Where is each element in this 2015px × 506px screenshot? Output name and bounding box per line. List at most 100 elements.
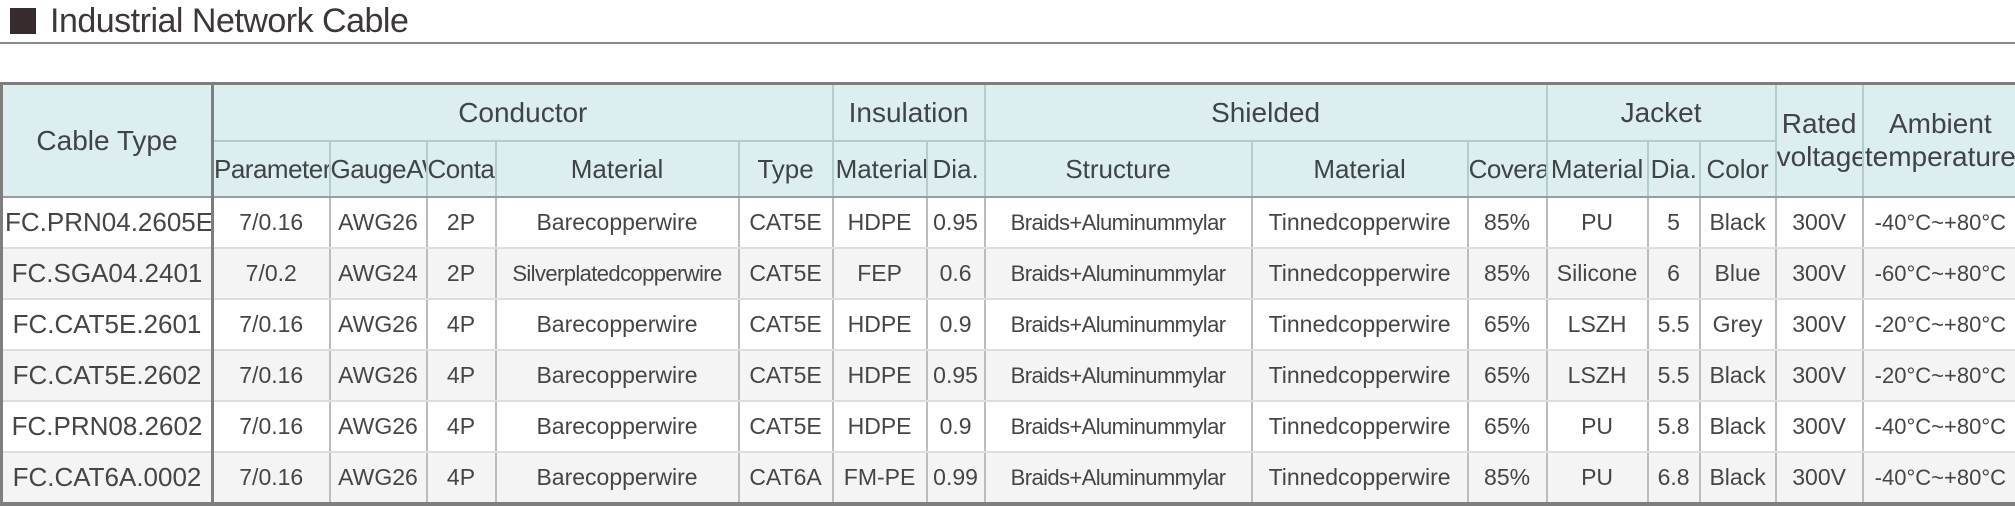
cell-type: CAT5E bbox=[739, 299, 833, 350]
cell-structure: Braids+Aluminummylar bbox=[985, 197, 1252, 248]
cell-gauge: AWG26 bbox=[330, 452, 427, 504]
cell-coverage: 65% bbox=[1468, 401, 1547, 452]
cell-jacket-color: Black bbox=[1700, 350, 1776, 401]
cell-structure: Braids+Aluminummylar bbox=[985, 401, 1252, 452]
cell-type: CAT5E bbox=[739, 401, 833, 452]
cell-jacket-color: Black bbox=[1700, 401, 1776, 452]
cable-spec-table: Cable Type Conductor Insulation Shielded… bbox=[0, 82, 2015, 506]
header-contact: Contact bbox=[427, 141, 496, 197]
cell-jacket-dia: 5 bbox=[1648, 197, 1700, 248]
cell-type: CAT5E bbox=[739, 248, 833, 299]
cell-jacket-color: Black bbox=[1700, 197, 1776, 248]
header-group-shielded: Shielded bbox=[985, 84, 1547, 142]
header-insulation-dia: Dia. bbox=[927, 141, 985, 197]
cell-conductor-material: Barecopperwire bbox=[496, 350, 739, 401]
cell-ambient-temperature: -60°C~+80°C bbox=[1863, 248, 2015, 299]
cell-insulation-material: HDPE bbox=[833, 350, 927, 401]
header-structure: Structure bbox=[985, 141, 1252, 197]
table-row: FC.CAT6A.0002 7/0.16 AWG26 4P Barecopper… bbox=[2, 452, 2015, 504]
cell-parameters: 7/0.16 bbox=[213, 401, 330, 452]
cell-rated-voltage: 300V bbox=[1776, 197, 1863, 248]
cell-contact: 4P bbox=[427, 401, 496, 452]
cell-cable-type: FC.SGA04.2401 bbox=[2, 248, 213, 299]
cell-structure: Braids+Aluminummylar bbox=[985, 248, 1252, 299]
cell-coverage: 85% bbox=[1468, 452, 1547, 504]
cell-ambient-temperature: -20°C~+80°C bbox=[1863, 350, 2015, 401]
cell-contact: 4P bbox=[427, 299, 496, 350]
cell-jacket-material: Silicone bbox=[1547, 248, 1648, 299]
cell-parameters: 7/0.16 bbox=[213, 452, 330, 504]
cell-insulation-dia: 0.9 bbox=[927, 401, 985, 452]
header-jacket-color: Color bbox=[1700, 141, 1776, 197]
table-row: FC.CAT5E.2601 7/0.16 AWG26 4P Barecopper… bbox=[2, 299, 2015, 350]
cell-insulation-dia: 0.99 bbox=[927, 452, 985, 504]
cell-jacket-dia: 6.8 bbox=[1648, 452, 1700, 504]
cell-ambient-temperature: -40°C~+80°C bbox=[1863, 452, 2015, 504]
header-insulation-material: Material bbox=[833, 141, 927, 197]
cell-conductor-material: Barecopperwire bbox=[496, 401, 739, 452]
cell-jacket-material: PU bbox=[1547, 401, 1648, 452]
cell-cable-type: FC.CAT6A.0002 bbox=[2, 452, 213, 504]
header-cable-type: Cable Type bbox=[2, 84, 213, 198]
cell-contact: 2P bbox=[427, 248, 496, 299]
cell-jacket-dia: 6 bbox=[1648, 248, 1700, 299]
section-title-bar: Industrial Network Cable bbox=[0, 0, 2015, 44]
cell-insulation-dia: 0.95 bbox=[927, 197, 985, 248]
cell-structure: Braids+Aluminummylar bbox=[985, 350, 1252, 401]
cell-structure: Braids+Aluminummylar bbox=[985, 452, 1252, 504]
cell-conductor-material: Barecopperwire bbox=[496, 452, 739, 504]
table-row: FC.PRN04.2605E 7/0.16 AWG26 2P Barecoppe… bbox=[2, 197, 2015, 248]
cell-shield-material: Tinnedcopperwire bbox=[1252, 299, 1468, 350]
title-bullet-square-icon bbox=[10, 8, 36, 34]
cell-insulation-material: FEP bbox=[833, 248, 927, 299]
cell-parameters: 7/0.16 bbox=[213, 350, 330, 401]
cell-ambient-temperature: -40°C~+80°C bbox=[1863, 401, 2015, 452]
cell-type: CAT6A bbox=[739, 452, 833, 504]
cell-shield-material: Tinnedcopperwire bbox=[1252, 248, 1468, 299]
cell-insulation-material: HDPE bbox=[833, 299, 927, 350]
cell-jacket-material: PU bbox=[1547, 197, 1648, 248]
cell-insulation-dia: 0.9 bbox=[927, 299, 985, 350]
header-coverage: Coverage bbox=[1468, 141, 1547, 197]
cell-contact: 4P bbox=[427, 452, 496, 504]
cell-type: CAT5E bbox=[739, 197, 833, 248]
cell-shield-material: Tinnedcopperwire bbox=[1252, 197, 1468, 248]
cell-coverage: 85% bbox=[1468, 248, 1547, 299]
table-row: FC.CAT5E.2602 7/0.16 AWG26 4P Barecopper… bbox=[2, 350, 2015, 401]
header-ambient-temperature: Ambient temperature bbox=[1863, 84, 2015, 198]
cell-rated-voltage: 300V bbox=[1776, 452, 1863, 504]
header-group-insulation: Insulation bbox=[833, 84, 985, 142]
cell-type: CAT5E bbox=[739, 350, 833, 401]
cell-jacket-dia: 5.5 bbox=[1648, 299, 1700, 350]
cell-conductor-material: Barecopperwire bbox=[496, 299, 739, 350]
cell-contact: 4P bbox=[427, 350, 496, 401]
header-shield-material: Material bbox=[1252, 141, 1468, 197]
cell-insulation-dia: 0.6 bbox=[927, 248, 985, 299]
header-group-conductor: Conductor bbox=[213, 84, 833, 142]
cell-coverage: 65% bbox=[1468, 350, 1547, 401]
cell-jacket-color: Blue bbox=[1700, 248, 1776, 299]
header-type: Type bbox=[739, 141, 833, 197]
cell-conductor-material: Barecopperwire bbox=[496, 197, 739, 248]
cell-cable-type: FC.PRN08.2602 bbox=[2, 401, 213, 452]
cell-contact: 2P bbox=[427, 197, 496, 248]
header-conductor-material: Material bbox=[496, 141, 739, 197]
cell-ambient-temperature: -40°C~+80°C bbox=[1863, 197, 2015, 248]
cell-jacket-dia: 5.5 bbox=[1648, 350, 1700, 401]
cell-insulation-material: HDPE bbox=[833, 197, 927, 248]
cell-parameters: 7/0.16 bbox=[213, 299, 330, 350]
header-parameters: Parameters bbox=[213, 141, 330, 197]
cell-shield-material: Tinnedcopperwire bbox=[1252, 452, 1468, 504]
cell-rated-voltage: 300V bbox=[1776, 299, 1863, 350]
cell-cable-type: FC.CAT5E.2601 bbox=[2, 299, 213, 350]
page-title: Industrial Network Cable bbox=[50, 2, 408, 41]
cell-coverage: 65% bbox=[1468, 299, 1547, 350]
cell-coverage: 85% bbox=[1468, 197, 1547, 248]
cell-cable-type: FC.CAT5E.2602 bbox=[2, 350, 213, 401]
cell-jacket-material: LSZH bbox=[1547, 350, 1648, 401]
cell-jacket-material: LSZH bbox=[1547, 299, 1648, 350]
cell-insulation-material: HDPE bbox=[833, 401, 927, 452]
header-jacket-material: Material bbox=[1547, 141, 1648, 197]
cell-conductor-material: Silverplatedcopperwire bbox=[496, 248, 739, 299]
cell-jacket-color: Grey bbox=[1700, 299, 1776, 350]
